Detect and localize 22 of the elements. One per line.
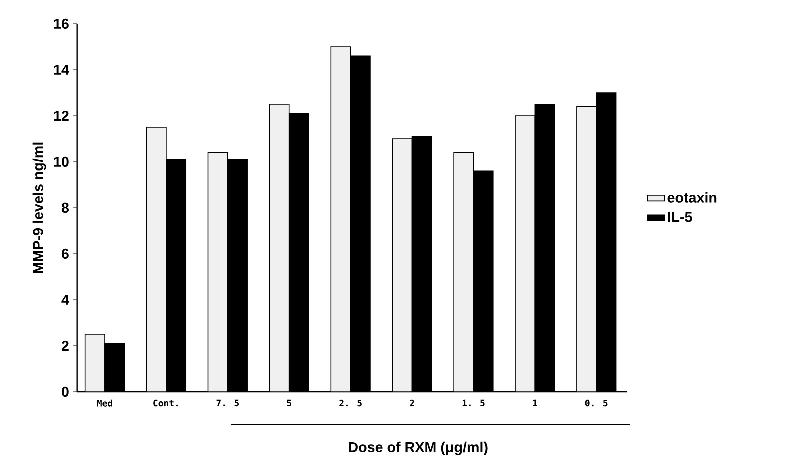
- x-tick-label: 1. 5: [462, 400, 485, 407]
- x-tick-label: 2. 5: [340, 400, 362, 407]
- y-tick-label: 12: [54, 110, 69, 122]
- y-tick-label: 14: [54, 65, 70, 75]
- y-tick-label: 10: [54, 156, 69, 168]
- y-tick-label: 2: [62, 340, 69, 352]
- legend-label: eotaxin: [668, 192, 717, 203]
- x-tick-label: 1: [533, 400, 538, 406]
- y-tick-label: 16: [54, 18, 69, 30]
- y-tick-label: 6: [62, 248, 69, 260]
- y-tick-label: 4: [62, 295, 70, 305]
- y-tick-label: 8: [62, 202, 69, 214]
- y-tick-label: 0: [62, 386, 69, 398]
- legend-label: IL-5: [668, 212, 692, 222]
- x-tick-label: 7. 5: [216, 400, 239, 407]
- x-tick-label: 0. 5: [585, 400, 608, 407]
- x-tick-label: Med: [97, 400, 112, 407]
- x-tick-label: 2: [410, 400, 414, 407]
- x-tick-label: Cont.: [154, 400, 178, 407]
- x-axis-title: Dose of RXM (μg/ml): [349, 442, 488, 456]
- x-tick-label: 5: [287, 400, 292, 407]
- y-axis-title: MMP-9 levels ng/ml: [32, 142, 46, 274]
